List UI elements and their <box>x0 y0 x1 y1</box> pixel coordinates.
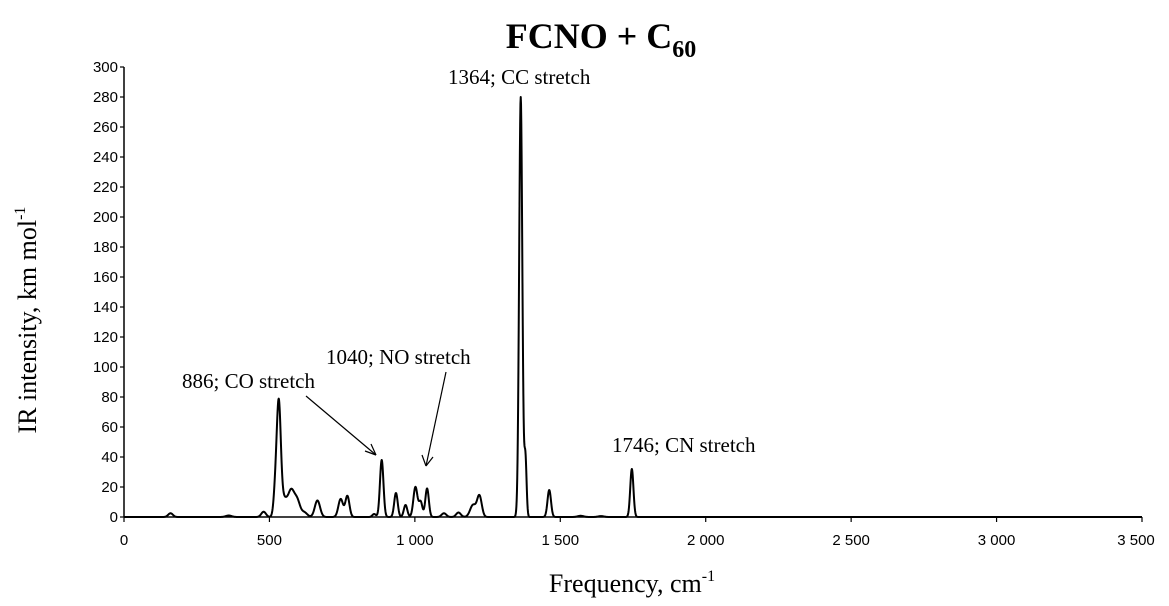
y-tick-label: 280 <box>93 89 118 106</box>
y-tick-label: 300 <box>93 59 118 76</box>
x-axis-label: Frequency, cm-1 <box>549 568 715 598</box>
y-tick-label: 120 <box>93 329 118 346</box>
x-tick-label: 1 500 <box>542 532 580 549</box>
chart-title-subscript: 60 <box>672 37 696 63</box>
x-tick-label: 1 000 <box>396 532 434 549</box>
y-tick-label: 140 <box>93 299 118 316</box>
chart-title: FCNO + C60 <box>506 16 697 63</box>
annotation-no-stretch: 1040; NO stretch <box>326 345 471 369</box>
y-tick-label: 160 <box>93 269 118 286</box>
x-tick-label: 500 <box>257 532 282 549</box>
y-tick-label: 20 <box>101 479 118 496</box>
y-tick-label: 0 <box>110 509 118 526</box>
x-tick-label: 3 000 <box>978 532 1016 549</box>
annotation-arrows <box>305 371 447 467</box>
annotation-cn-stretch: 1746; CN stretch <box>612 433 756 457</box>
y-axis-label-superscript: -1 <box>12 207 29 220</box>
spectrum-line <box>123 95 1143 518</box>
annotation-co-stretch: 886; CO stretch <box>182 369 315 393</box>
y-tick-label: 220 <box>93 179 118 196</box>
x-tick-label: 0 <box>120 532 128 549</box>
x-tick-label: 2 000 <box>687 532 725 549</box>
y-tick-label: 200 <box>93 209 118 226</box>
y-tick-label: 40 <box>101 449 118 466</box>
arrow-co-stretch <box>305 395 377 456</box>
y-tick-label: 100 <box>93 359 118 376</box>
y-tick-label: 180 <box>93 239 118 256</box>
y-tick-label: 80 <box>101 389 118 406</box>
x-axis-label-text: Frequency, cm <box>549 569 702 598</box>
y-tick-label: 260 <box>93 119 118 136</box>
y-axis-label: IR intensity, km mol-1 <box>12 207 42 434</box>
x-tick-label: 2 500 <box>832 532 870 549</box>
annotations: 1364; CC stretch 1040; NO stretch 886; C… <box>182 65 756 467</box>
chart-title-main: FCNO + C <box>506 16 673 56</box>
x-axis: 0 500 1 000 1 500 2 000 2 500 3 000 3 500 <box>120 516 1155 549</box>
y-tick-label: 60 <box>101 419 118 436</box>
arrow-no-stretch <box>425 371 447 467</box>
x-tick-label: 3 500 <box>1117 532 1155 549</box>
arrow-co-stretch-head <box>364 443 377 456</box>
y-tick-label: 240 <box>93 149 118 166</box>
y-axis: 0 20 40 60 80 100 120 140 160 180 200 220 240 260 280 3… <box>93 59 125 526</box>
annotation-cc-stretch: 1364; CC stretch <box>448 65 591 89</box>
arrow-no-stretch-head <box>421 454 434 467</box>
x-axis-label-superscript: -1 <box>702 568 715 585</box>
y-axis-label-text: IR intensity, km mol <box>13 220 42 434</box>
